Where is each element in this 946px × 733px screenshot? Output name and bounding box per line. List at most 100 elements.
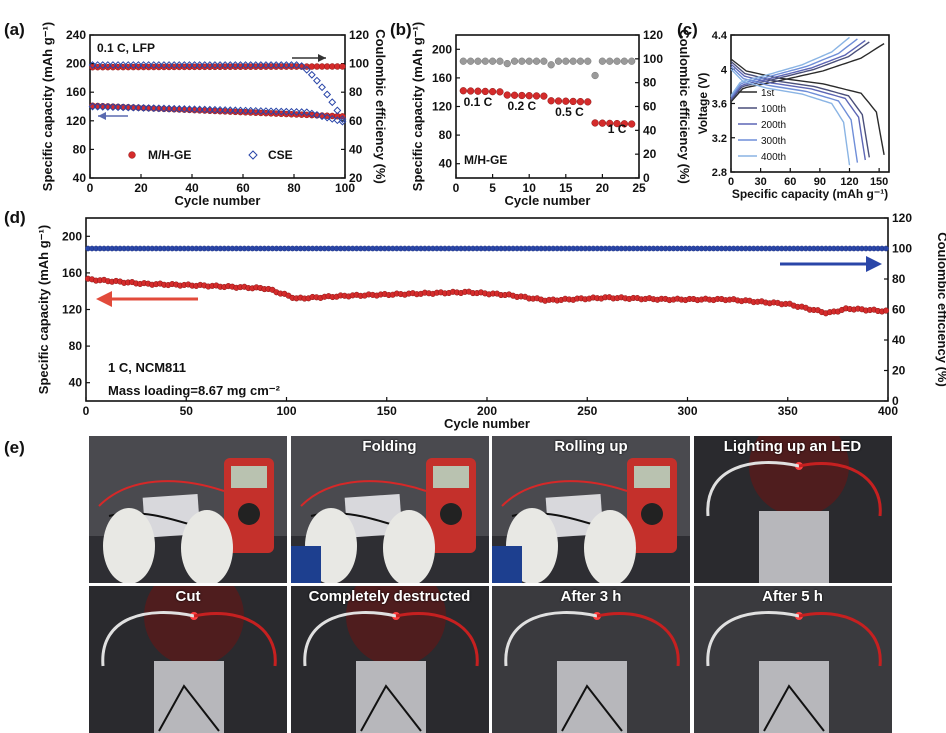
- y-axis-label: Specific capacity (mAh g⁻¹): [36, 225, 51, 394]
- y-tick-label: 80: [73, 142, 87, 156]
- efficiency-point: [504, 60, 511, 67]
- cse-point: [314, 77, 320, 83]
- photo-3: Rolling up: [492, 436, 690, 583]
- efficiency-point: [599, 58, 606, 65]
- photo-caption: Folding: [291, 438, 489, 455]
- cse-point: [334, 107, 340, 113]
- capacity-point: [467, 88, 474, 95]
- photo-illustration: [291, 586, 489, 733]
- efficiency-point: [540, 58, 547, 65]
- y2-tick-label: 80: [892, 272, 906, 286]
- discharge-curve-400th: [731, 69, 850, 165]
- efficiency-point: [533, 58, 540, 65]
- efficiency-point: [555, 58, 562, 65]
- photo-illustration: [694, 436, 892, 583]
- legend-label: 300th: [761, 136, 786, 147]
- charge-curve-300th: [731, 39, 857, 97]
- photo-6: Completely destructed: [291, 586, 489, 733]
- mhge-point: [339, 63, 345, 69]
- efficiency-point: [584, 58, 591, 65]
- capacity-point: [504, 92, 511, 99]
- capacity-point: [883, 308, 889, 314]
- y-tick-label: 120: [66, 114, 86, 128]
- y2-tick-label: 100: [892, 242, 912, 256]
- legend-label: 200th: [761, 120, 786, 131]
- rate-label: 0.1 C: [464, 95, 493, 109]
- photo-illustration: [89, 436, 287, 583]
- chart-a: 0 20 40 60 80 100 40 80 120 160 200 240 20 40 60 80 100 1…: [0, 0, 390, 215]
- y-tick-label: 40: [69, 376, 83, 390]
- arrow-head: [96, 291, 112, 307]
- photo-caption: After 3 h: [492, 588, 690, 605]
- efficiency-point: [460, 58, 467, 65]
- efficiency-point: [518, 58, 525, 65]
- y-tick-label: 120: [62, 303, 82, 317]
- legend-label: 400th: [761, 152, 786, 163]
- capacity-point: [460, 87, 467, 94]
- efficiency-point: [628, 58, 635, 65]
- efficiency-point: [592, 72, 599, 79]
- photo-7: After 3 h: [492, 586, 690, 733]
- y-tick-label: 40: [439, 157, 453, 171]
- x-tick-label: 100: [276, 404, 296, 418]
- x-tick-label: 50: [180, 404, 194, 418]
- efficiency-point: [577, 58, 584, 65]
- chart-c: 0 30 60 90 120 1502.83.23.644.4Specific capac…: [677, 0, 946, 215]
- chart-d-annotation-2: Mass loading=8.67 mg cm⁻²: [108, 383, 281, 398]
- y2-tick-label: 20: [643, 147, 657, 161]
- capacity-point: [584, 98, 591, 105]
- photo-1: [89, 436, 287, 583]
- legend-label-mhge: M/H-GE: [148, 148, 191, 162]
- efficiency-point: [489, 58, 496, 65]
- x-axis-label: Cycle number: [444, 416, 530, 431]
- x-tick-label: 0: [453, 181, 460, 195]
- x-tick-label: 80: [287, 181, 301, 195]
- sleeve: [291, 546, 321, 583]
- y-axis-label: Specific capacity (mAh g⁻¹): [40, 22, 55, 191]
- efficiency-point: [511, 58, 518, 65]
- multimeter-display: [634, 466, 670, 488]
- y-axis-label: Specific capacity (mAh g⁻¹): [410, 22, 425, 191]
- y2-tick-label: 80: [349, 85, 363, 99]
- y2-axis-label: Coulombic efficiency (%): [373, 29, 388, 184]
- x-tick-label: 20: [596, 181, 610, 195]
- capacity-point: [548, 97, 555, 104]
- y2-tick-label: 80: [643, 76, 657, 90]
- capacity-point: [482, 88, 489, 95]
- chart-a-annotation: 0.1 C, LFP: [97, 41, 155, 55]
- x-tick-label: 0: [83, 404, 90, 418]
- efficiency-point: [883, 246, 888, 251]
- efficiency-point: [621, 58, 628, 65]
- capacity-point: [497, 88, 504, 95]
- capacity-point: [592, 120, 599, 127]
- rate-label: 0.2 C: [508, 99, 537, 113]
- efficiency-point: [482, 58, 489, 65]
- multimeter-display: [433, 466, 469, 488]
- photo-caption: After 5 h: [694, 588, 892, 605]
- y-tick-label: 120: [432, 100, 452, 114]
- photo-grid: Folding Rolling up Lighting up an LED Cut Co…: [89, 436, 892, 733]
- y-tick-label: 80: [69, 339, 83, 353]
- capacity-point: [628, 121, 635, 128]
- y-tick-label: 160: [432, 71, 452, 85]
- efficiency-point: [614, 58, 621, 65]
- efficiency-point: [562, 58, 569, 65]
- x-tick-label: 5: [489, 181, 496, 195]
- photo-5: Cut: [89, 586, 287, 733]
- x-tick-label: 300: [677, 404, 697, 418]
- x-tick-label: 20: [134, 181, 148, 195]
- multimeter-dial: [238, 503, 260, 525]
- photo-illustration: [492, 436, 690, 583]
- chart-b: 0 5 10 15 20 254080120160200020406080100120Cy…: [390, 0, 690, 215]
- y-tick-label: 3.6: [712, 99, 727, 111]
- capacity-point: [540, 93, 547, 100]
- cse-point: [319, 84, 325, 90]
- photo-illustration: [89, 586, 287, 733]
- left-glove: [103, 508, 155, 583]
- capacity-point: [562, 98, 569, 105]
- y2-tick-label: 120: [643, 28, 663, 42]
- multimeter-dial: [641, 503, 663, 525]
- battery-pouch: [759, 511, 829, 583]
- photo-illustration: [492, 586, 690, 733]
- chart-d: 0 50 100 150 200 250 300 350 4004080120160200020…: [0, 205, 946, 435]
